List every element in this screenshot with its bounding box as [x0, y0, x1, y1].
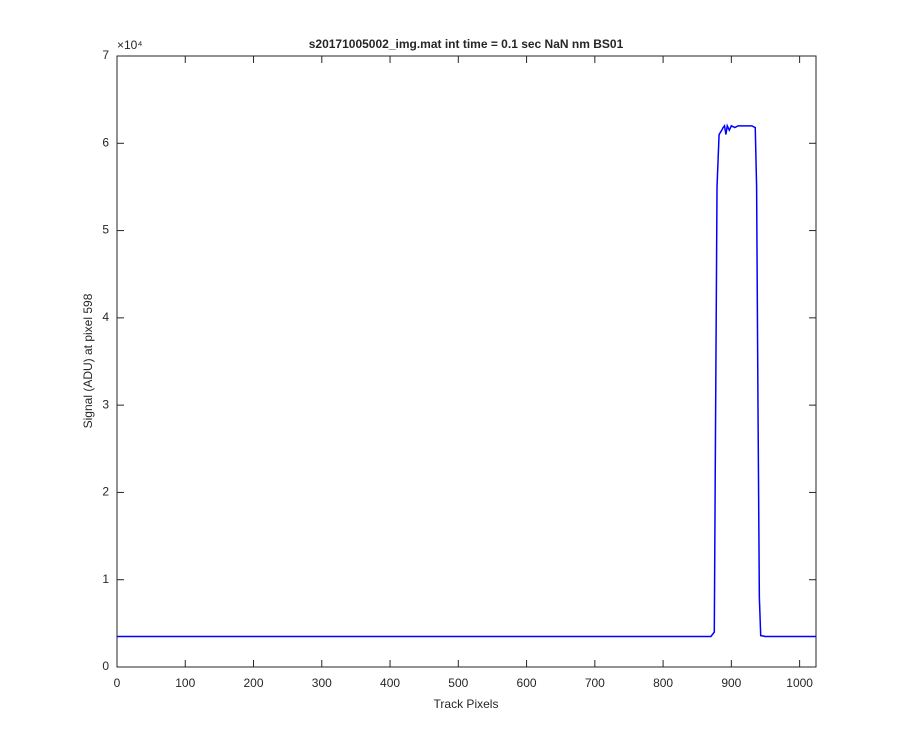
chart-title: s20171005002_img.mat int time = 0.1 sec …: [309, 37, 624, 51]
x-tick-label: 1000: [786, 676, 813, 690]
x-axis-label: Track Pixels: [434, 697, 499, 711]
y-tick-label: 2: [102, 485, 109, 499]
x-tick-label: 600: [517, 676, 537, 690]
y-tick-label: 0: [102, 659, 109, 673]
x-tick-label: 200: [244, 676, 264, 690]
x-tick-label: 400: [380, 676, 400, 690]
y-axis-label: Signal (ADU) at pixel 598: [81, 293, 95, 428]
x-tick-label: 800: [653, 676, 673, 690]
x-tick-label: 700: [585, 676, 605, 690]
x-tick-label: 0: [114, 676, 121, 690]
x-tick-label: 900: [721, 676, 741, 690]
y-tick-label: 7: [102, 48, 109, 62]
data-line: [117, 123, 816, 638]
y-tick-label: 1: [102, 572, 109, 586]
y-tick-label: 3: [102, 397, 109, 411]
x-tick-label: 300: [312, 676, 332, 690]
y-tick-label: 5: [102, 223, 109, 237]
plot-box: [116, 55, 817, 668]
x-tick-label: 100: [175, 676, 195, 690]
x-tick-label: 500: [448, 676, 468, 690]
y-tick-label: 6: [102, 135, 109, 149]
y-exponent-label: ×10⁴: [117, 38, 143, 52]
y-tick-label: 4: [102, 310, 109, 324]
